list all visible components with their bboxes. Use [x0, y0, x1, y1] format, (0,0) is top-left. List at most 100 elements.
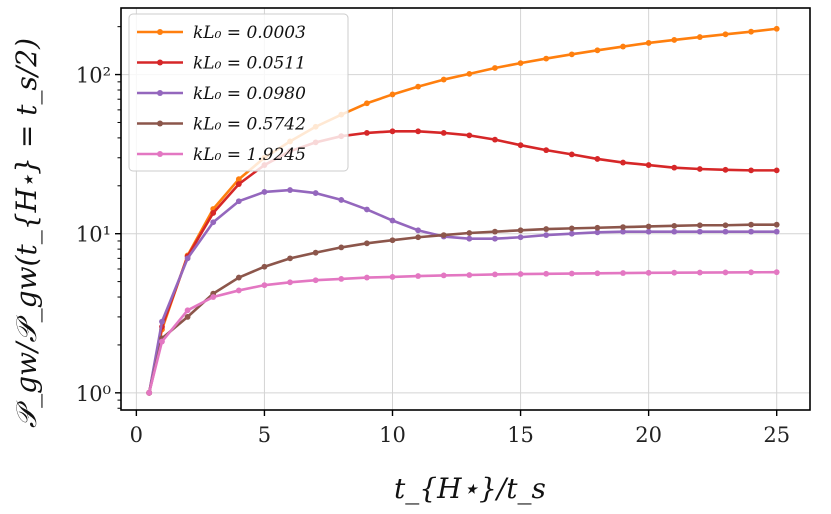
- data-point: [748, 167, 754, 174]
- series-line: [147, 270, 777, 394]
- data-point: [568, 270, 575, 277]
- data-point: [287, 279, 293, 286]
- y-tick-label: 10²: [76, 64, 111, 88]
- data-point: [415, 83, 422, 90]
- data-point: [312, 249, 319, 256]
- data-point: [261, 189, 268, 195]
- data-point: [671, 228, 678, 235]
- legend-entry: kL₀ = 0.0511: [137, 54, 306, 74]
- y-tick-label: 10¹: [76, 223, 111, 247]
- data-point: [543, 232, 550, 238]
- legend-marker: [157, 29, 163, 35]
- data-point: [722, 222, 729, 229]
- y-tick-label: 10⁰: [76, 382, 111, 406]
- legend-entry: kL₀ = 1.9245: [137, 145, 306, 165]
- legend-label: kL₀ = 0.0003: [193, 23, 306, 43]
- data-point: [645, 40, 652, 46]
- data-point: [159, 318, 165, 325]
- data-point: [466, 70, 473, 77]
- data-point: [722, 228, 729, 235]
- legend-label: kL₀ = 0.0980: [193, 84, 306, 104]
- legend-entry: kL₀ = 0.0980: [137, 84, 306, 104]
- data-point: [492, 65, 498, 71]
- data-point: [261, 263, 268, 270]
- data-point: [594, 229, 601, 236]
- data-point: [338, 275, 345, 282]
- data-point: [363, 100, 370, 107]
- legend-label: kL₀ = 0.0511: [193, 54, 306, 74]
- plot-frame: [120, 7, 811, 411]
- data-point: [748, 221, 754, 228]
- legend-marker: [157, 120, 163, 127]
- data-point: [466, 272, 473, 278]
- data-point: [466, 230, 473, 236]
- data-point: [235, 287, 242, 294]
- legend-entry: kL₀ = 0.0003: [137, 23, 306, 43]
- data-point: [773, 269, 780, 276]
- data-point: [389, 274, 396, 280]
- data-point: [773, 167, 780, 174]
- data-point: [722, 269, 729, 276]
- data-point: [312, 190, 319, 196]
- x-tick-label: 15: [507, 423, 534, 447]
- data-point: [645, 223, 652, 230]
- data-point: [671, 37, 678, 43]
- data-point: [671, 269, 678, 276]
- data-point: [492, 235, 498, 242]
- data-point: [620, 224, 626, 231]
- data-point: [671, 222, 678, 229]
- data-point: [415, 128, 422, 135]
- data-point: [671, 164, 678, 171]
- data-point: [620, 159, 626, 166]
- series-line: [147, 188, 777, 394]
- data-point: [492, 228, 498, 235]
- x-axis-label: t_{H⋆}/t_s: [394, 472, 546, 505]
- data-point: [415, 273, 422, 279]
- data-point: [287, 187, 293, 193]
- data-point: [594, 270, 601, 277]
- data-point: [440, 272, 447, 279]
- data-point: [748, 28, 754, 35]
- legend-label: kL₀ = 0.5742: [193, 115, 306, 135]
- x-tick-label: 0: [130, 423, 143, 447]
- data-point: [389, 237, 396, 244]
- data-point: [696, 166, 703, 172]
- data-point: [492, 136, 498, 143]
- data-point: [620, 43, 626, 50]
- axis-ticks: 0 5 10 15 20 25 10⁰ 10¹ 10²: [76, 26, 790, 447]
- data-point: [440, 76, 447, 83]
- data-point: [466, 235, 473, 242]
- data-point: [517, 227, 524, 234]
- legend-marker: [157, 59, 163, 66]
- data-point: [722, 166, 729, 173]
- data-point: [440, 232, 447, 238]
- legend-marker: [157, 151, 163, 157]
- data-point: [773, 25, 780, 32]
- data-point: [517, 234, 524, 241]
- legend: kL₀ = 0.0003 kL₀ = 0.0511 kL₀ = 0.0980 kL₀ …: [128, 13, 349, 172]
- data-point: [620, 228, 626, 235]
- data-point: [235, 198, 242, 205]
- y-axis-label: 𝒫_gw/𝒫_gw(t_{H⋆} = t_s/2): [10, 38, 43, 428]
- legend-box: [128, 13, 349, 172]
- data-point: [184, 307, 191, 314]
- data-point: [748, 228, 754, 235]
- data-point: [645, 269, 652, 276]
- data-point: [415, 234, 422, 241]
- legend-marker: [157, 90, 163, 96]
- data-point: [363, 240, 370, 247]
- data-point: [696, 222, 703, 229]
- data-point: [543, 55, 550, 62]
- data-point: [210, 294, 217, 300]
- data-point: [568, 51, 575, 58]
- data-point: [773, 221, 780, 228]
- legend-label: kL₀ = 1.9245: [193, 145, 306, 165]
- legend-entry: kL₀ = 0.5742: [137, 115, 306, 135]
- data-point: [543, 270, 550, 277]
- series-line: [147, 27, 777, 394]
- data-point: [594, 224, 601, 231]
- data-point: [568, 225, 575, 232]
- data-point: [312, 277, 319, 284]
